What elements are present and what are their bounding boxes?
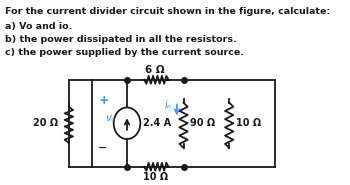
Text: −: − <box>98 143 107 153</box>
Text: 6 Ω: 6 Ω <box>146 65 165 75</box>
Text: 90 Ω: 90 Ω <box>190 118 215 128</box>
Text: c) the power supplied by the current source.: c) the power supplied by the current sou… <box>5 48 244 57</box>
Text: 10 Ω: 10 Ω <box>236 118 261 128</box>
Text: +: + <box>99 94 110 107</box>
Text: b) the power dissipated in all the resistors.: b) the power dissipated in all the resis… <box>5 35 237 44</box>
Text: 2.4 A: 2.4 A <box>143 118 171 128</box>
Text: 10 Ω: 10 Ω <box>143 172 168 182</box>
Text: For the current divider circuit shown in the figure, calculate:: For the current divider circuit shown in… <box>5 7 330 16</box>
Text: vₒ: vₒ <box>105 113 116 123</box>
Text: iₒ: iₒ <box>165 100 172 110</box>
Text: 20 Ω: 20 Ω <box>33 118 58 128</box>
Text: a) Vo and io.: a) Vo and io. <box>5 22 72 31</box>
